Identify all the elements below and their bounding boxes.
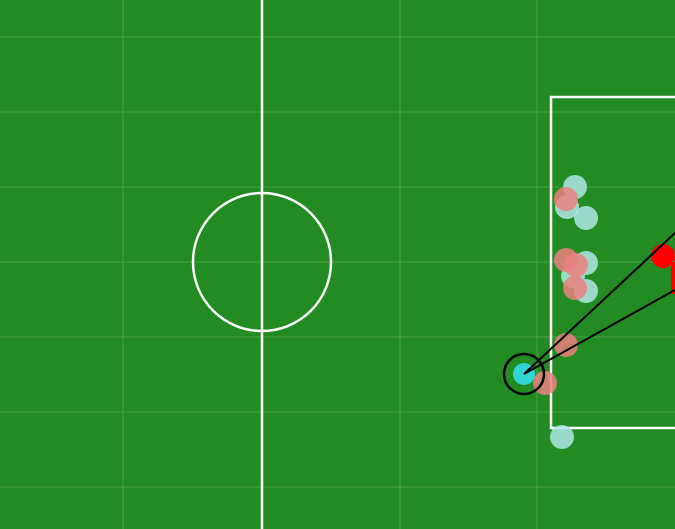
teammate-7-marker [550,425,574,449]
opponent-5-marker [554,333,578,357]
penalty-box [549,95,675,430]
shot-cone-layer [523,232,675,375]
center-circle [191,191,333,333]
shot-cone-edge-2 [523,289,675,375]
field-markings [191,0,675,529]
ball-carrier-highlight-ring [502,352,546,396]
opponent-1-marker [554,187,578,211]
shot-cone-edge-1 [523,232,675,375]
opponent-3-marker [564,253,588,277]
opponent-4-marker [563,276,587,300]
teammate-3-marker [574,206,598,230]
goalkeeper-shadow [671,262,675,294]
